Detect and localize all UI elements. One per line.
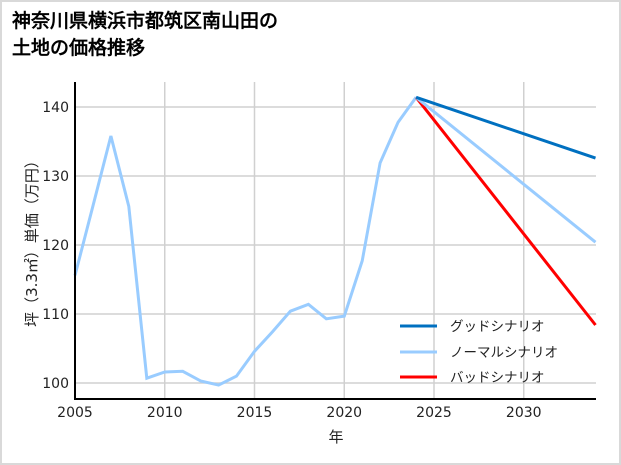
x-axis-label: 年 — [328, 428, 343, 446]
chart-title-line-1: 神奈川県横浜市都筑区南山田の — [12, 10, 279, 32]
y-axis-label: 坪（3.3㎡）単価（万円） — [23, 153, 41, 327]
legend-label: グッドシナリオ — [450, 319, 545, 335]
axes — [74, 82, 596, 400]
legend-item: バッドシナリオ — [400, 370, 545, 386]
chart-title-line-2: 土地の価格推移 — [12, 37, 146, 59]
y-tick-label: 100 — [42, 376, 69, 392]
chart-title: 神奈川県横浜市都筑区南山田の 土地の価格推移 — [12, 8, 278, 62]
x-tick-label: 2015 — [237, 405, 273, 421]
legend-label: ノーマルシナリオ — [450, 345, 558, 361]
x-tick-label: 2020 — [326, 405, 362, 421]
x-tick-label: 2030 — [506, 405, 542, 421]
legend-item: ノーマルシナリオ — [400, 345, 558, 361]
x-tick-label: 2010 — [147, 405, 183, 421]
series-line — [415, 96, 597, 244]
legend-label: バッドシナリオ — [450, 370, 545, 386]
data-lines — [73, 95, 597, 387]
series-line — [415, 95, 596, 160]
gridlines — [75, 82, 596, 399]
series-line — [414, 96, 597, 326]
y-tick-label: 120 — [42, 238, 69, 254]
x-tick-label: 2005 — [57, 405, 93, 421]
y-tick-label: 110 — [42, 307, 69, 323]
series-line — [73, 96, 418, 387]
y-tick-label: 130 — [42, 169, 69, 185]
tick-labels: 100 110 120 130 140 2005 2010 2015 2020 2025 2030 — [42, 100, 541, 421]
y-tick-label: 140 — [42, 100, 69, 116]
x-tick-label: 2025 — [416, 405, 452, 421]
legend-item: グッドシナリオ — [400, 319, 545, 335]
